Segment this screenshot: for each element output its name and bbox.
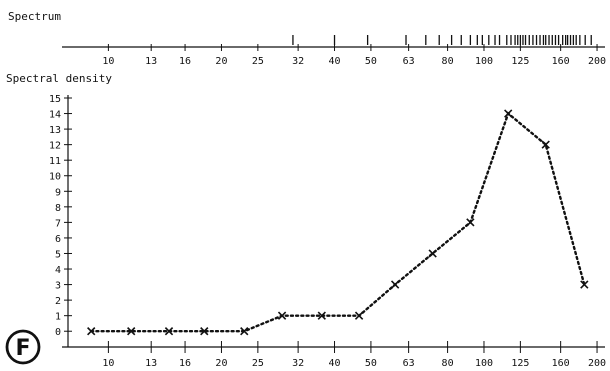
density-y-tick-label: 0 [55, 327, 61, 338]
spectrum-x-tick-label: 32 [292, 56, 304, 67]
density-y-tick-label: 1 [55, 312, 61, 323]
density-x-tick-label: 20 [215, 358, 227, 369]
panel-label-circle [5, 329, 41, 365]
rug-marks [292, 35, 592, 45]
density-x-tick-label: 80 [442, 358, 454, 369]
panel-label-badge: F [5, 329, 41, 365]
data-point [317, 311, 326, 320]
spectrum-x-tick-label: 13 [145, 56, 157, 67]
density-y-tick-label: 7 [55, 218, 61, 229]
spectrum-x-tick-label: 160 [552, 56, 570, 67]
density-y-tick-label: 14 [49, 110, 61, 121]
spectrum-panel: Spectrum 10 13 16 20 25 32 40 50 63 80 100 125 160 20… [8, 10, 606, 67]
series-line [89, 111, 586, 333]
density-x-tick-label: 50 [365, 358, 377, 369]
density-panel: Spectral density 0123456789101112131415 … [6, 72, 606, 369]
data-point [87, 327, 96, 336]
data-points [87, 109, 589, 336]
data-point [541, 140, 550, 149]
spectrum-title: Spectrum [8, 10, 61, 23]
spectrum-x-tick-label: 50 [365, 56, 377, 67]
spectrum-x-ticks: 10 13 16 20 25 32 40 50 63 80 100 125 160 200 [102, 44, 606, 67]
density-y-tick-label: 2 [55, 296, 61, 307]
spectrum-x-tick-label: 40 [328, 56, 340, 67]
spectrum-x-tick-label: 80 [442, 56, 454, 67]
density-x-tick-label: 10 [102, 358, 114, 369]
density-y-tick-label: 15 [49, 94, 61, 105]
data-point [504, 109, 513, 118]
data-point [240, 327, 249, 336]
data-point [200, 327, 209, 336]
density-x-ticks: 10 13 16 20 25 32 40 50 63 80 100 125 160 200 [102, 341, 606, 369]
spectrum-x-tick-label: 25 [252, 56, 264, 67]
density-y-label: Spectral density [6, 72, 112, 85]
data-point [466, 218, 475, 227]
data-point [428, 249, 437, 258]
density-x-tick-label: 160 [552, 358, 570, 369]
density-x-tick-label: 100 [475, 358, 493, 369]
spectrum-x-tick-label: 125 [511, 56, 529, 67]
density-y-tick-label: 12 [49, 141, 61, 152]
density-y-tick-label: 11 [49, 156, 61, 167]
data-point [277, 311, 287, 320]
density-x-tick-label: 32 [292, 358, 304, 369]
data-point [164, 327, 174, 336]
data-point [580, 280, 589, 289]
density-y-tick-label: 4 [55, 265, 61, 276]
density-y-tick-label: 10 [49, 172, 61, 183]
spectrum-x-tick-label: 100 [475, 56, 493, 67]
spectrum-x-tick-label: 200 [588, 56, 606, 67]
density-x-tick-label: 125 [511, 358, 529, 369]
density-x-tick-label: 13 [145, 358, 157, 369]
spectrum-x-tick-label: 63 [403, 56, 415, 67]
spectrum-x-tick-label: 10 [102, 56, 114, 67]
data-point [127, 327, 136, 336]
spectrum-x-tick-label: 20 [215, 56, 227, 67]
data-point [390, 280, 400, 289]
density-y-tick-label: 9 [55, 187, 61, 198]
data-point [354, 311, 364, 320]
density-x-tick-label: 25 [252, 358, 264, 369]
spectrum-x-tick-label: 16 [179, 56, 191, 67]
density-y-tick-label: 5 [55, 249, 61, 260]
density-y-tick-label: 13 [49, 125, 61, 136]
panel-label: F [15, 336, 30, 361]
density-y-tick-label: 8 [55, 203, 61, 214]
density-x-tick-label: 200 [588, 358, 606, 369]
density-x-tick-label: 40 [328, 358, 340, 369]
density-y-tick-label: 6 [55, 234, 61, 245]
density-x-tick-label: 63 [403, 358, 415, 369]
density-y-tick-label: 3 [55, 281, 61, 292]
density-x-tick-label: 16 [179, 358, 191, 369]
